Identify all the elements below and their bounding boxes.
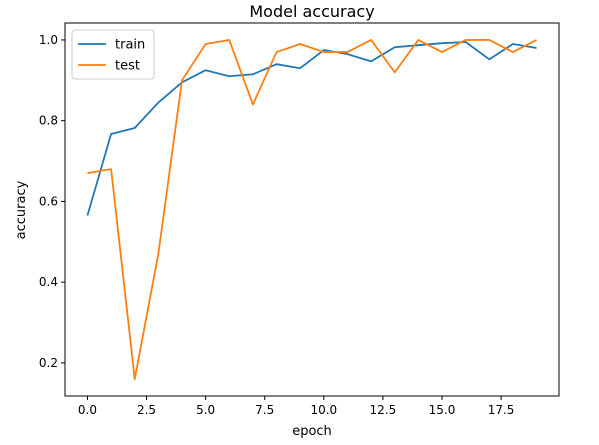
y-tick-label: 0.6 xyxy=(39,194,58,208)
legend-label-test: test xyxy=(115,59,140,74)
x-axis-label: epoch xyxy=(292,424,332,439)
series-layer xyxy=(86,39,537,380)
chart-legend: train test xyxy=(71,29,155,80)
x-tick-label: 0.0 xyxy=(78,403,97,417)
plot-frame xyxy=(64,22,560,397)
y-tick-label: 1.0 xyxy=(39,33,58,47)
x-tick-label: 2.5 xyxy=(137,403,156,417)
x-tick-label: 15.0 xyxy=(429,403,456,417)
x-tick-label: 10.0 xyxy=(310,403,337,417)
x-axis-ticks: 0.0 2.5 5.0 7.5 10.0 12.5 15.0 17.5 xyxy=(78,396,515,417)
legend-label-train: train xyxy=(115,38,145,53)
series-line-train xyxy=(86,41,537,216)
y-tick-label: 0.4 xyxy=(39,275,58,289)
y-tick-label: 0.8 xyxy=(39,114,58,128)
x-tick-label: 12.5 xyxy=(370,403,397,417)
y-axis-ticks: 0.2 0.4 0.6 0.8 1.0 xyxy=(39,33,65,370)
y-tick-label: 0.2 xyxy=(39,356,58,370)
chart-title: Model accuracy xyxy=(249,2,374,21)
legend-box xyxy=(71,29,155,80)
series-line-test xyxy=(87,39,537,380)
y-axis-label: accuracy xyxy=(14,180,29,239)
x-tick-label: 7.5 xyxy=(255,403,274,417)
plot-area xyxy=(64,22,560,397)
x-tick-label: 5.0 xyxy=(196,403,215,417)
x-tick-label: 17.5 xyxy=(488,403,515,417)
